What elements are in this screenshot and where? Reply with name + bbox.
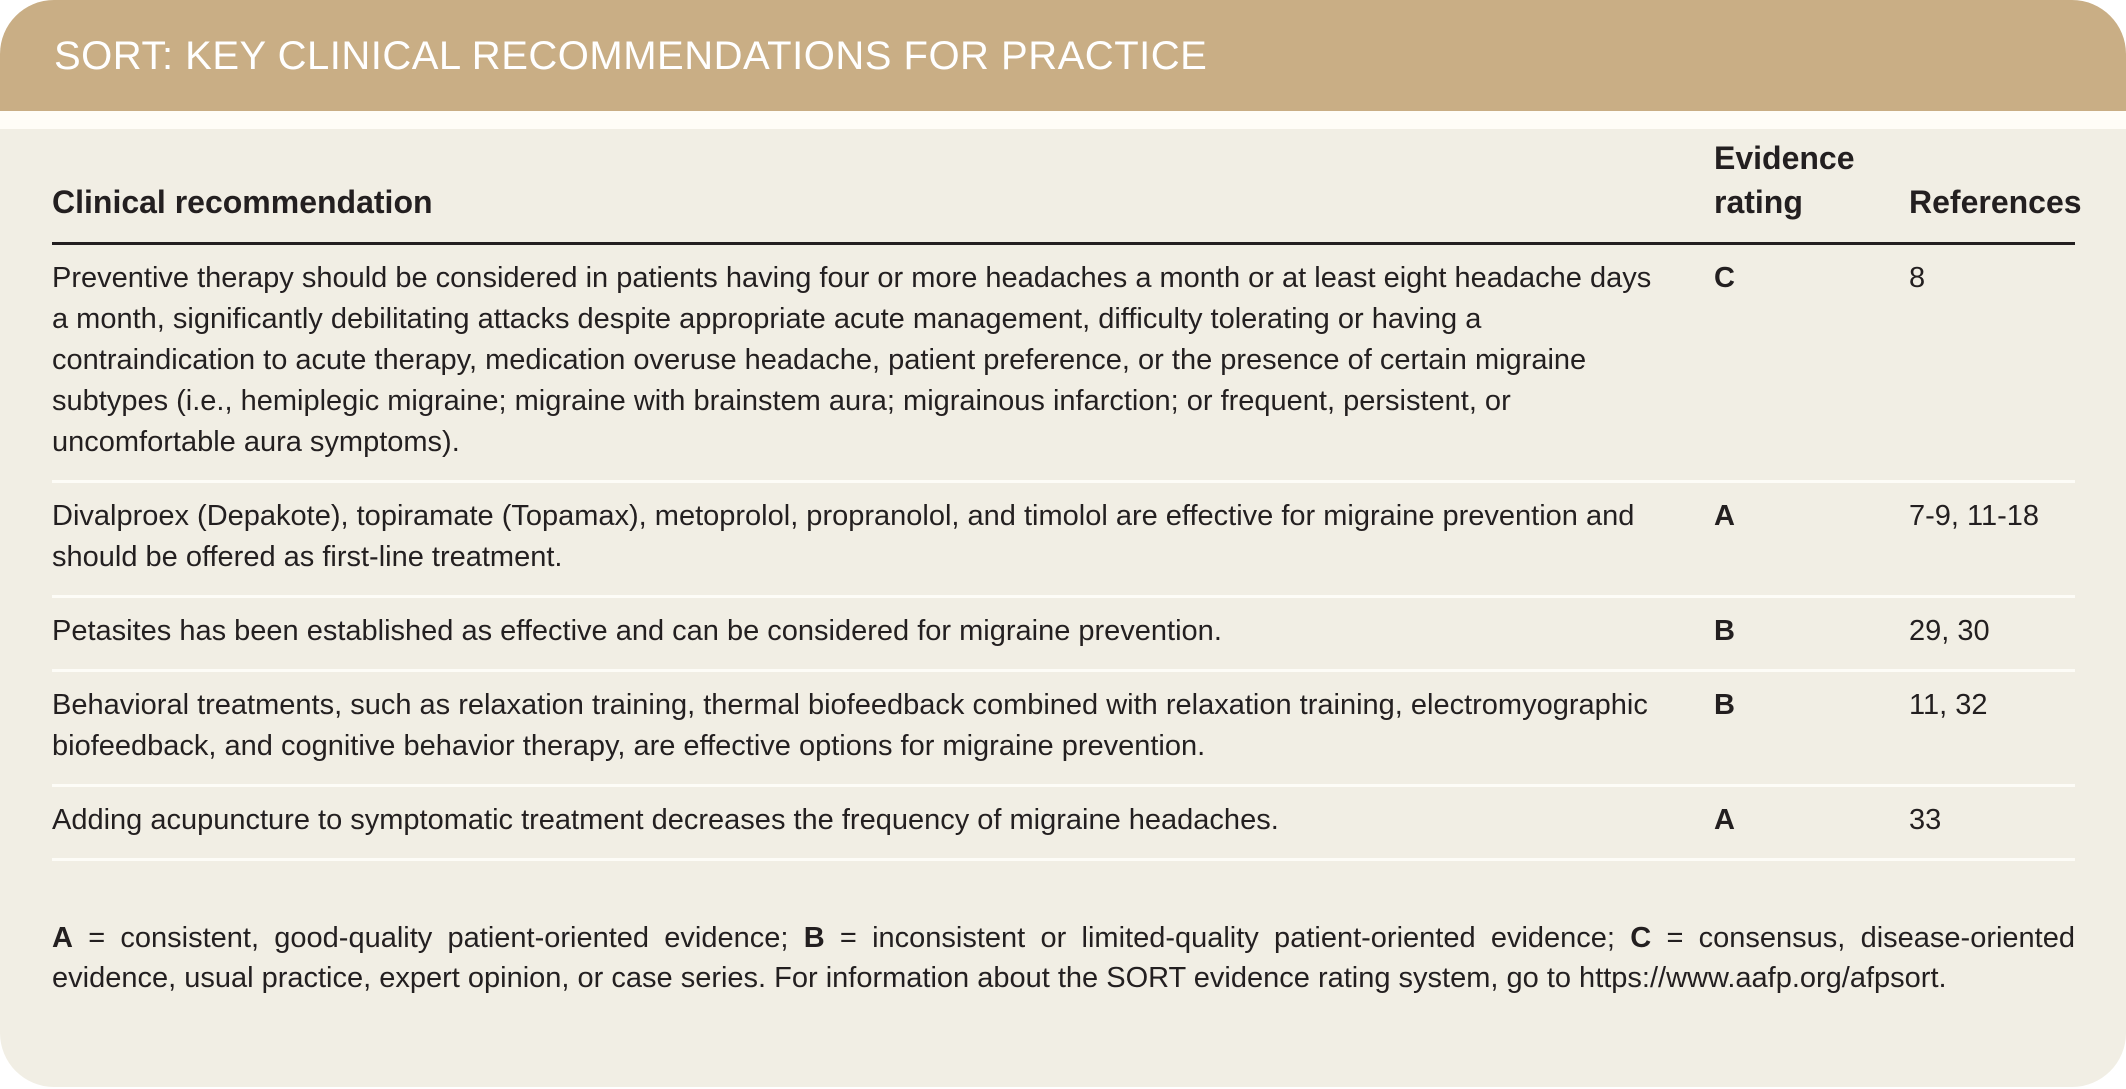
table-row: Adding acupuncture to symptomatic treatm… <box>52 787 2075 861</box>
references-cell: 8 <box>1909 262 1926 294</box>
footnote-text-b: = inconsistent or limited-quality patien… <box>824 922 1631 954</box>
table-header: Clinical recommendation Evidence rating … <box>52 129 2082 245</box>
evidence-rating-cell: A <box>1714 500 1735 532</box>
evidence-rating-cell: B <box>1714 689 1735 721</box>
table-row: Divalproex (Depakote), topiramate (Topam… <box>52 483 2075 598</box>
evidence-rating-cell: B <box>1714 615 1735 647</box>
references-cell: 33 <box>1909 804 1942 836</box>
table-title: SORT: KEY CLINICAL RECOMMENDATIONS FOR P… <box>54 34 1208 78</box>
recommendations-table: Clinical recommendation Evidence rating … <box>52 129 2082 861</box>
recommendation-cell: Adding acupuncture to symptomatic treatm… <box>52 804 1279 836</box>
table-row: Behavioral treatments, such as relaxatio… <box>52 672 2075 787</box>
table-row: Petasites has been established as effect… <box>52 598 2075 672</box>
evidence-rating-cell: A <box>1714 804 1735 836</box>
recommendation-cell: Divalproex (Depakote), topiramate (Topam… <box>52 500 1635 573</box>
footnote-key-b: B <box>803 922 825 954</box>
footnote-key-a: A <box>52 922 73 954</box>
footnote-key-c: C <box>1630 922 1652 954</box>
header-evidence-rating: Evidence rating <box>1714 140 1855 220</box>
table-body-background <box>0 129 2126 1087</box>
title-banner: SORT: KEY CLINICAL RECOMMENDATIONS FOR P… <box>0 0 2126 111</box>
recommendation-cell: Petasites has been established as effect… <box>52 615 1222 647</box>
header-clinical-recommendation: Clinical recommendation <box>52 184 433 220</box>
divider-strip <box>0 111 2126 129</box>
footnote-text-a: = consistent, good-quality patient-orien… <box>72 922 804 954</box>
header-references: References <box>1909 184 2082 220</box>
recommendation-cell: Preventive therapy should be considered … <box>52 262 1652 458</box>
evidence-rating-cell: C <box>1714 262 1735 294</box>
references-cell: 29, 30 <box>1909 615 1990 647</box>
table-row: Preventive therapy should be considered … <box>52 245 2075 483</box>
references-cell: 11, 32 <box>1909 689 1988 721</box>
recommendation-cell: Behavioral treatments, such as relaxatio… <box>52 689 1648 762</box>
footnote: A = consistent, good-quality patient-ori… <box>52 918 2075 998</box>
footnote-text-c: = consensus, disease-oriented evidence, … <box>52 922 2075 994</box>
references-cell: 7-9, 11-18 <box>1909 500 2040 532</box>
